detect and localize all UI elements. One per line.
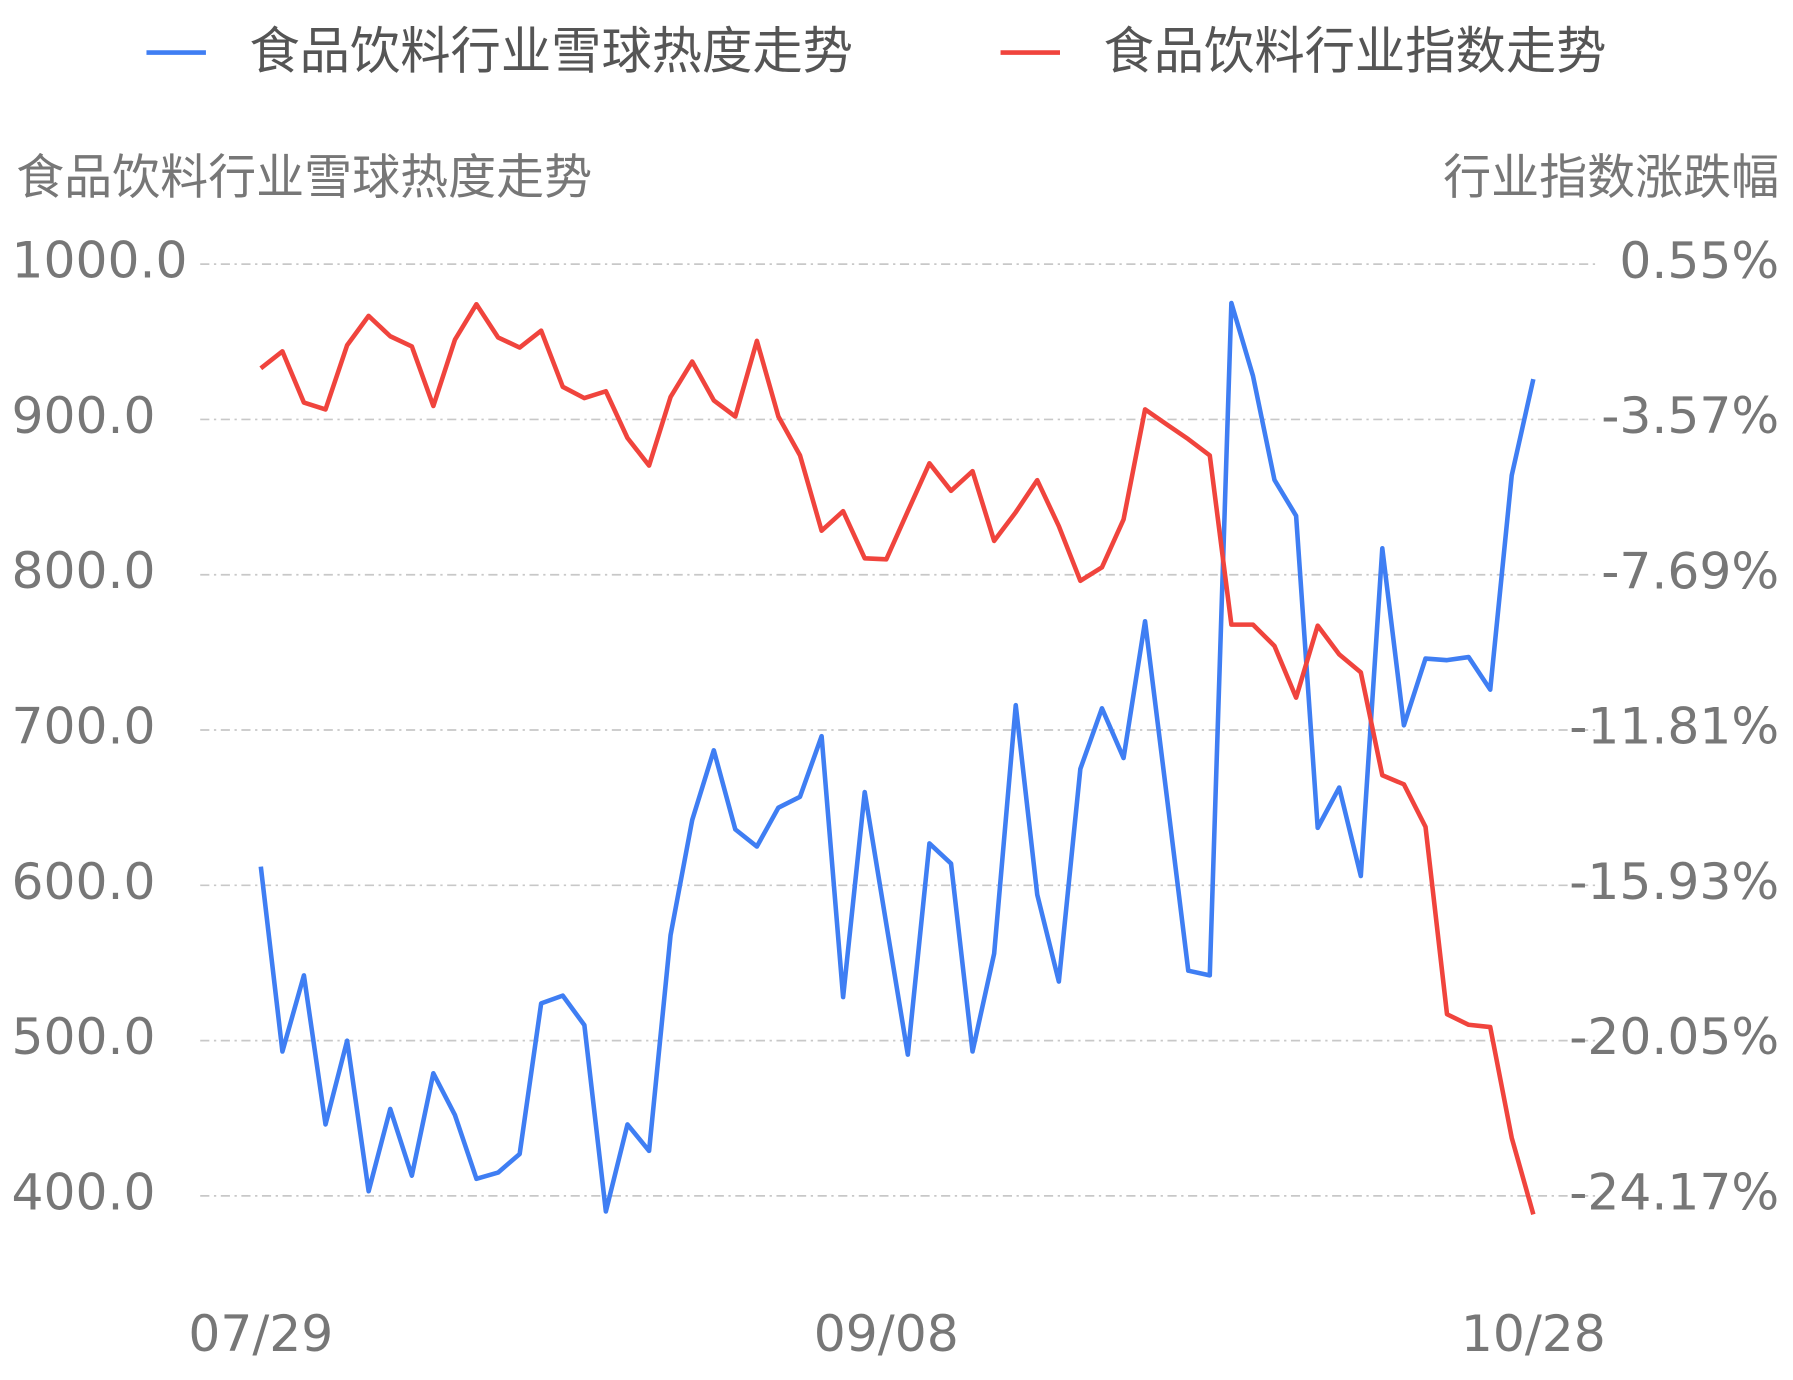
y-tick-label: 700.0 bbox=[12, 697, 156, 756]
y2-axis-title: 行业指数涨跌幅 bbox=[1443, 150, 1779, 206]
y-tick-label: 500.0 bbox=[12, 1007, 156, 1066]
y2-tick-label: -11.81% bbox=[1569, 697, 1779, 756]
y-tick-label: 800.0 bbox=[12, 541, 156, 600]
y-tick-label: 600.0 bbox=[12, 852, 156, 911]
y2-tick-label: -24.17% bbox=[1569, 1162, 1779, 1221]
y2-tick-label: -20.05% bbox=[1569, 1007, 1779, 1066]
y2-tick-label: -15.93% bbox=[1569, 852, 1779, 911]
y-tick-label: 1000.0 bbox=[12, 231, 188, 290]
y-tick-label: 900.0 bbox=[12, 386, 156, 445]
y2-tick-label: -7.69% bbox=[1601, 541, 1779, 600]
line-series bbox=[258, 300, 1536, 1214]
x-tick-label: 09/08 bbox=[814, 1304, 959, 1363]
y2-tick-label: -3.57% bbox=[1601, 386, 1779, 445]
x-tick-label: 10/28 bbox=[1461, 1304, 1606, 1363]
legend-label: 食品饮料行业指数走势 bbox=[1103, 21, 1606, 80]
legend-label: 食品饮料行业雪球热度走势 bbox=[249, 21, 853, 80]
x-tick-label: 07/29 bbox=[188, 1304, 333, 1363]
line-series bbox=[259, 301, 1536, 1215]
y-axis-title: 食品饮料行业雪球热度走势 bbox=[16, 150, 592, 206]
y-tick-label: 400.0 bbox=[12, 1162, 156, 1221]
y2-tick-label: 0.55% bbox=[1619, 231, 1779, 290]
